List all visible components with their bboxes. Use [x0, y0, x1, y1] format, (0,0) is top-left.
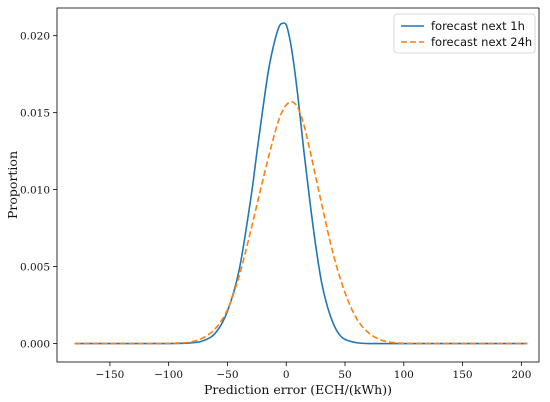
x-tick-label: −50	[216, 369, 238, 381]
y-tick-label: 0.020	[20, 31, 50, 43]
plot-lines	[74, 22, 528, 345]
legend-box	[393, 13, 536, 54]
x-axis-ticks: −150 −100 −50 0 50 100 150 200	[95, 362, 531, 381]
y-tick-label: 0.000	[20, 338, 50, 350]
x-tick-label: 50	[338, 369, 351, 381]
x-tick-label: 100	[394, 369, 414, 381]
series-line-2	[74, 100, 528, 345]
y-tick-label: 0.010	[20, 184, 50, 196]
x-tick-label: 0	[283, 369, 290, 381]
legend-label-2: forecast next 24h	[431, 35, 532, 49]
y-tick-label: 0.005	[20, 261, 50, 273]
series-line-1	[74, 22, 528, 345]
x-tick-label: −100	[154, 369, 183, 381]
x-tick-label: 150	[453, 369, 473, 381]
y-axis-label: Proportion	[5, 151, 20, 219]
x-tick-label: 200	[511, 369, 531, 381]
plot-frame	[56, 7, 540, 363]
y-tick-label: 0.015	[20, 107, 50, 119]
x-axis-label: Prediction error (ECH/(kWh))	[204, 382, 392, 397]
legend: forecast next 1h forecast next 24h	[393, 13, 536, 54]
legend-label-1: forecast next 1h	[431, 19, 525, 33]
x-tick-label: −150	[95, 369, 124, 381]
y-axis-ticks: 0.000 0.005 0.010 0.015 0.020	[20, 31, 57, 350]
